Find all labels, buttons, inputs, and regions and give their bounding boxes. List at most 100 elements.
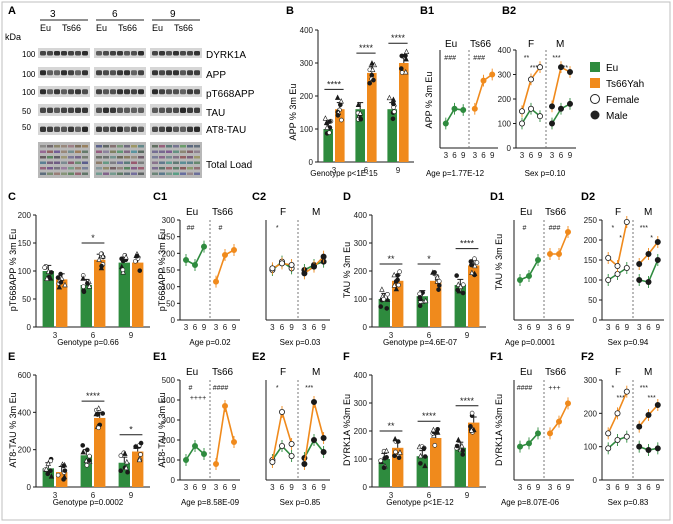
data-point — [384, 296, 391, 302]
y-tick-label: 0 — [593, 476, 598, 485]
data-point — [62, 468, 68, 473]
blot-band — [75, 150, 81, 153]
blot-band — [124, 172, 130, 175]
data-point — [378, 304, 384, 309]
sig-marker: #### — [213, 385, 229, 392]
blot-band — [173, 126, 179, 132]
data-point — [460, 107, 467, 114]
blot-band — [173, 167, 179, 170]
blot-band — [131, 89, 137, 95]
blot-band — [194, 161, 200, 164]
data-point — [384, 455, 389, 460]
y-tick-label: 0 — [363, 483, 368, 492]
blot-band — [68, 126, 74, 132]
legend-symbol-female — [590, 94, 600, 104]
data-point — [310, 436, 317, 443]
data-point — [84, 462, 90, 468]
x-tick-label: 9 — [538, 151, 543, 160]
data-point — [468, 424, 473, 429]
blot-band — [82, 51, 88, 56]
blot-band — [68, 172, 74, 175]
blot-band — [117, 126, 123, 132]
blot-band — [152, 107, 158, 113]
sig-marker: *** — [560, 65, 568, 72]
blot-band — [194, 70, 200, 76]
data-point — [384, 306, 390, 311]
x-tick-label: 3 — [473, 151, 478, 160]
y-tick-label: 400 — [300, 26, 314, 35]
f2-head-1: F — [615, 367, 621, 378]
data-point — [200, 243, 207, 250]
y-tick-label: 300 — [162, 216, 176, 225]
sig-marker: * — [129, 425, 133, 435]
blot-band — [159, 70, 165, 76]
ylabel-b1: APP % 3m Eu — [424, 72, 434, 129]
blot-band — [103, 107, 109, 113]
blot-band — [68, 51, 74, 56]
blot-band — [187, 156, 193, 159]
y-tick-label: 400 — [354, 211, 368, 220]
blot-band — [173, 107, 179, 113]
y-tick-label: 200 — [498, 95, 512, 104]
kda-title: kDa — [5, 32, 21, 42]
blot-band — [68, 156, 74, 159]
blot-band — [187, 51, 193, 56]
data-point — [396, 455, 402, 461]
y-tick-label: 50 — [588, 296, 597, 305]
blot-band — [166, 89, 172, 95]
d1-head-1: Eu — [520, 207, 532, 218]
data-point — [567, 69, 574, 76]
bar-ts66yah — [94, 417, 106, 487]
blot-band — [117, 51, 123, 56]
blot-band — [96, 150, 102, 153]
blot-band — [159, 89, 165, 95]
blot-band — [124, 150, 130, 153]
data-point — [335, 113, 341, 118]
data-point — [417, 295, 423, 300]
data-point — [392, 435, 398, 442]
sig-marker: **** — [460, 239, 475, 249]
chart-e2: 3 6 9 3 6 9* *** — [265, 380, 330, 492]
blot-band — [96, 156, 102, 159]
x-tick-label: 9 — [656, 483, 661, 492]
x-tick-label: 6 — [527, 323, 532, 332]
blot-band — [61, 51, 67, 56]
y-tick-label: 200 — [300, 92, 314, 101]
y-tick-label: 400 — [498, 46, 512, 55]
data-point — [320, 448, 327, 455]
blot-band — [110, 150, 116, 153]
data-point — [278, 442, 285, 449]
ylabel-c: pT668APP % 3m Eu — [8, 229, 18, 311]
blot-band — [82, 156, 88, 159]
blot-band — [194, 150, 200, 153]
blot-band — [187, 107, 193, 113]
blot-band — [138, 167, 144, 170]
data-point — [119, 256, 124, 262]
b2-head-2: M — [556, 39, 564, 50]
data-point — [460, 282, 466, 288]
data-point — [474, 260, 480, 265]
blot-band — [82, 167, 88, 170]
data-point — [133, 258, 138, 264]
y-tick-label: 100 — [354, 295, 368, 304]
blot-band — [173, 145, 179, 148]
charts-layer: 01002003004003****6****9****050100150200… — [18, 26, 664, 500]
x-tick-label: 6 — [559, 151, 564, 160]
data-point — [95, 412, 100, 417]
data-point — [118, 468, 124, 474]
blot-band — [187, 161, 193, 164]
blot-band — [124, 145, 130, 148]
blot-band — [103, 89, 109, 95]
bar-eu — [323, 129, 333, 162]
sig-marker: * — [611, 385, 614, 392]
y-tick-label: 150 — [162, 266, 176, 275]
legend-swatch-eu — [590, 62, 600, 72]
blot-band — [138, 145, 144, 148]
data-point — [120, 267, 126, 273]
data-point — [442, 120, 449, 127]
data-point — [58, 279, 64, 285]
group-label-1: Eu — [40, 23, 51, 33]
data-point — [390, 116, 396, 122]
data-point — [278, 408, 285, 415]
data-point — [124, 458, 130, 465]
